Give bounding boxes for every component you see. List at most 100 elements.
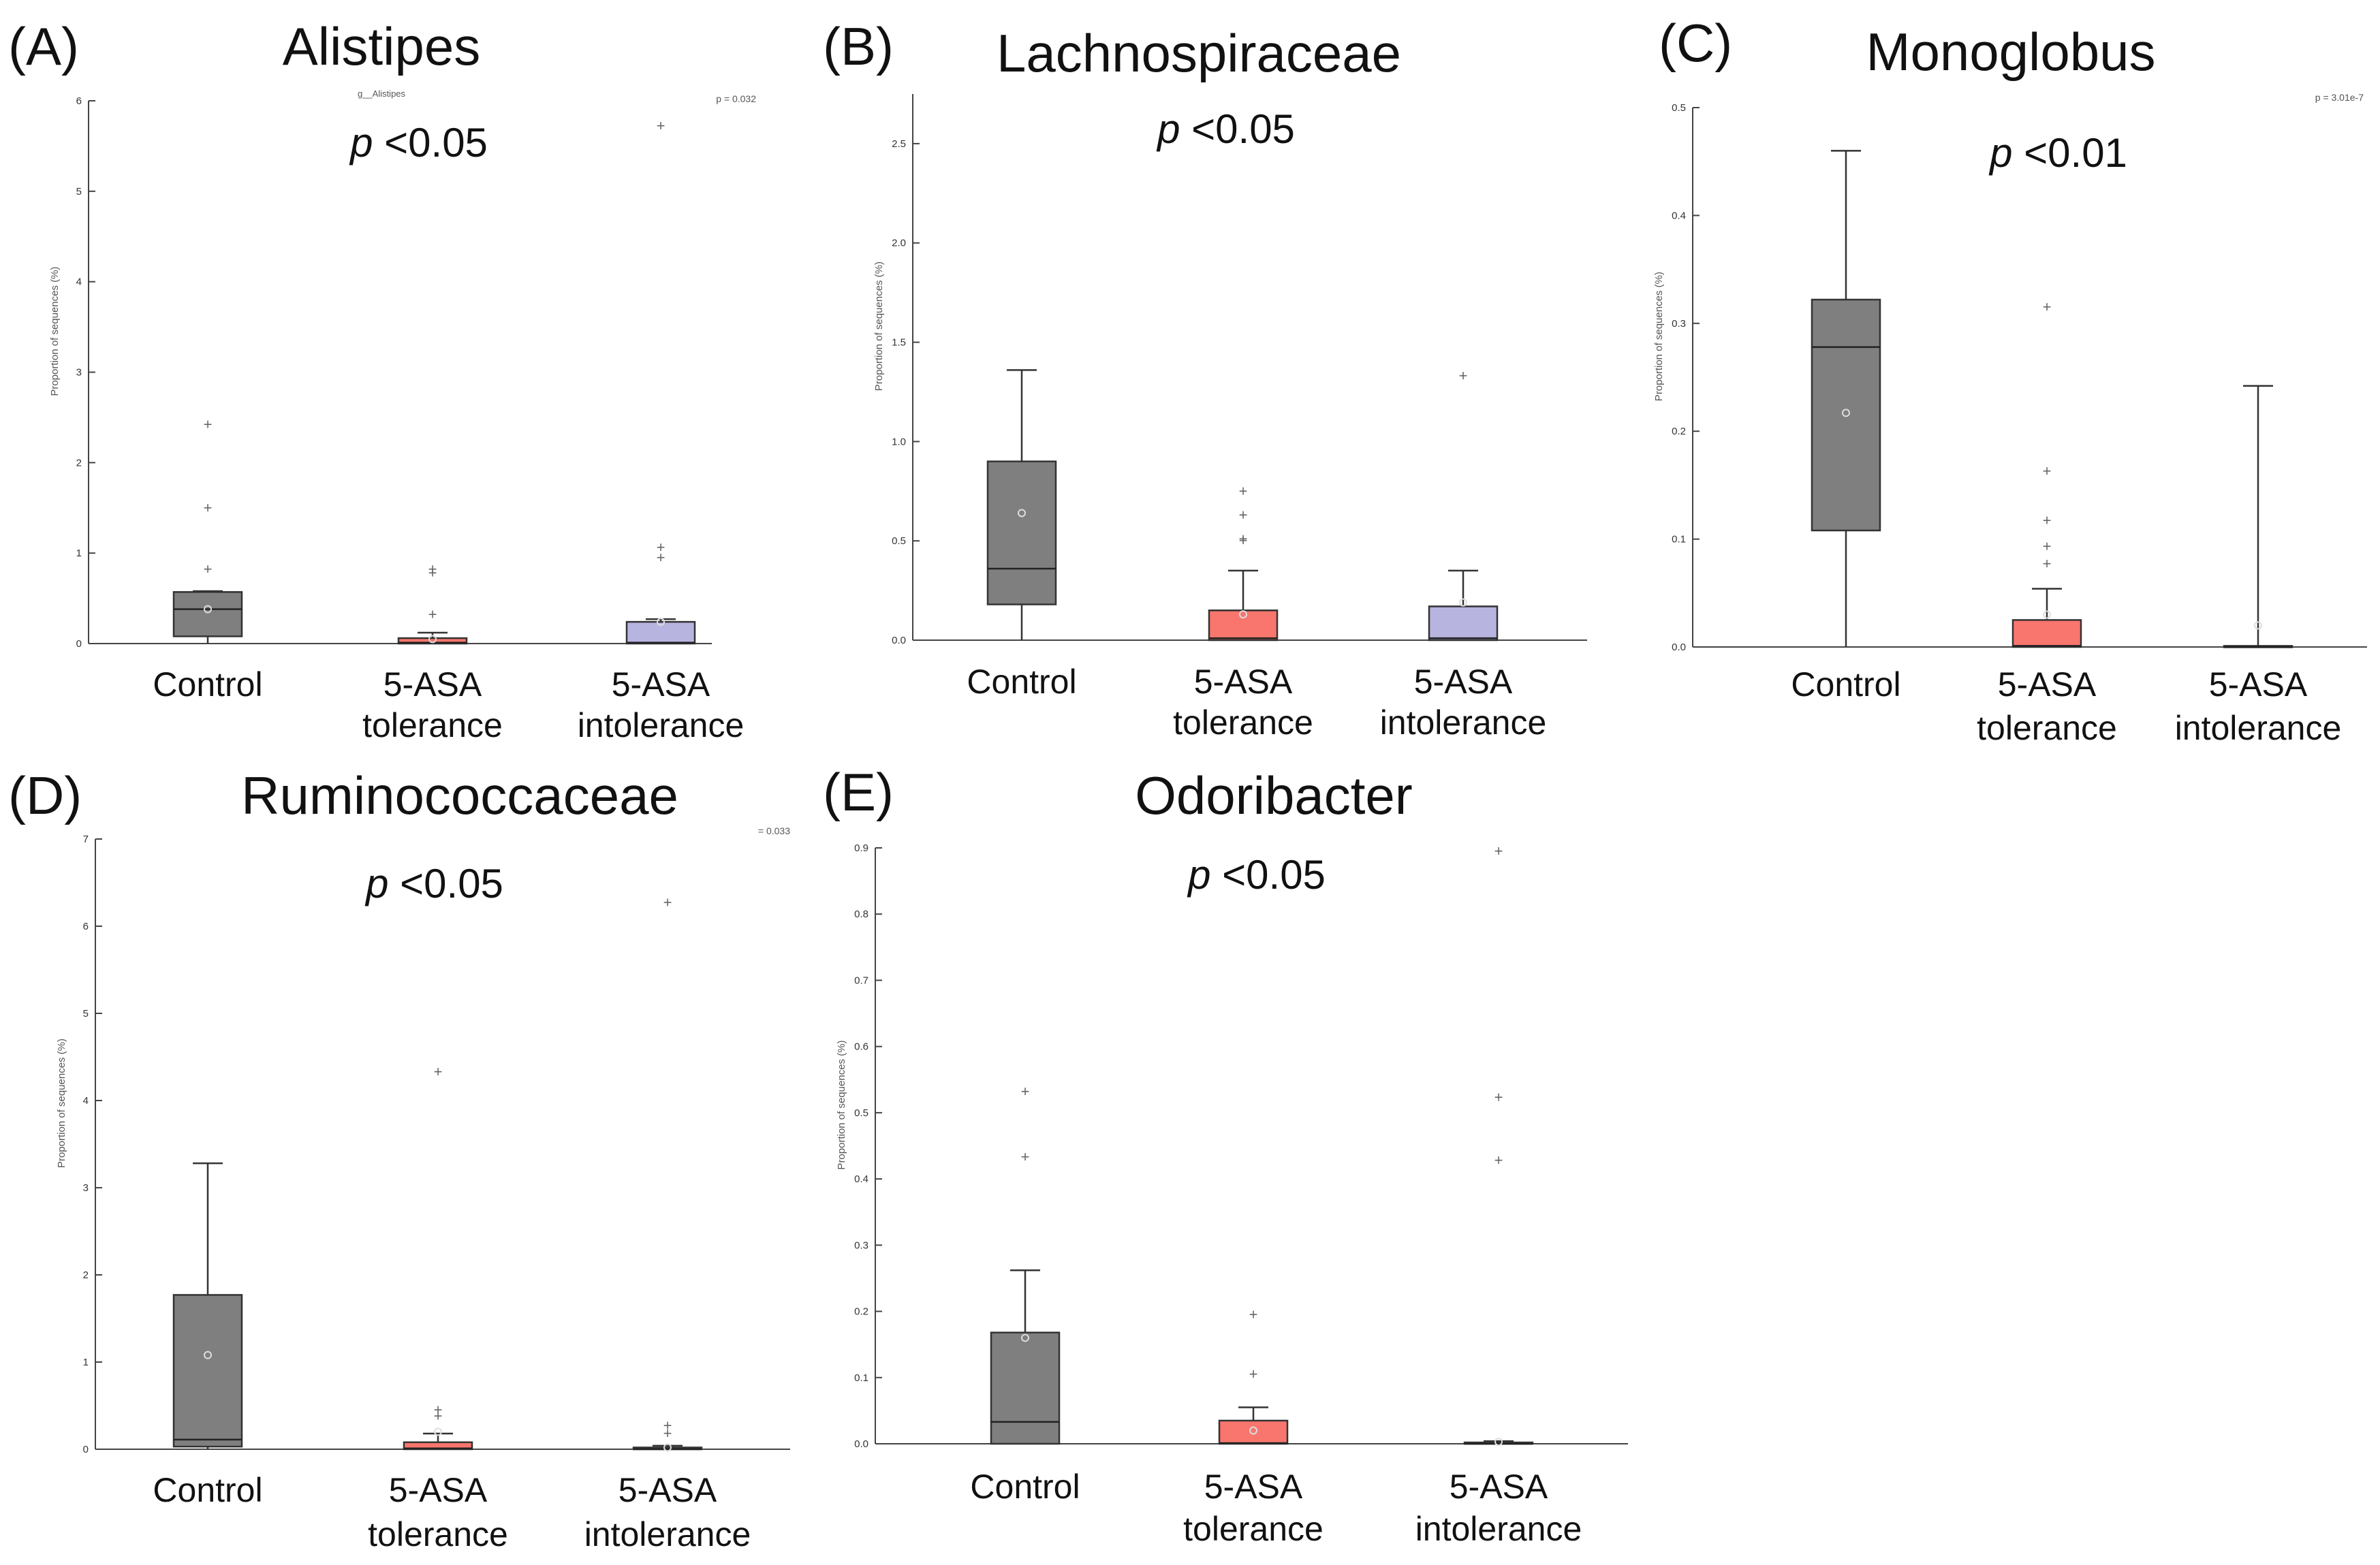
y-tick-label: 4 — [76, 276, 82, 288]
panel-label: (A) — [8, 16, 79, 76]
box-iqr — [1811, 298, 1881, 532]
p-symbol: p — [349, 120, 384, 165]
y-tick-label: 5 — [76, 186, 82, 197]
outlier-point: + — [2043, 555, 2052, 572]
x-category-label: 5-ASA — [1194, 663, 1293, 701]
y-tick-label: 0.2 — [854, 1306, 868, 1318]
y-tick-label: 0.2 — [1672, 426, 1686, 437]
y-axis-label: Proportion of sequences (%) — [56, 1039, 67, 1168]
y-tick-label: 2 — [76, 457, 82, 469]
mean-marker — [1249, 1426, 1257, 1435]
y-tick-label: 0.5 — [854, 1107, 868, 1119]
y-tick-label: 0.5 — [892, 535, 906, 547]
y-tick-label: 1.5 — [892, 337, 906, 349]
outlier-point: + — [428, 560, 437, 578]
outlier-point: + — [1239, 530, 1248, 547]
box-iqr — [1428, 605, 1499, 642]
y-tick-label: 3 — [76, 367, 82, 379]
chart-panel-e: (E) Odoribacter p <0.05 0.0 0.1 0.2 0.3 0.4 0.5 0… — [823, 762, 1628, 1548]
chart-panel-c: (C) Monoglobus p <0.01 p = 3.01e-7 0.0 0.1 0.2… — [1653, 13, 2367, 747]
p-symbol: p — [364, 861, 400, 906]
y-tick-label: 0 — [83, 1444, 89, 1455]
y-axis-label: Proportion of sequences (%) — [873, 262, 885, 391]
x-category-label: tolerance — [368, 1515, 508, 1553]
y-tick-label: 2 — [83, 1269, 89, 1281]
mean-marker — [663, 1443, 672, 1452]
chart-subtitle: g__Alistipes — [358, 89, 406, 99]
y-tick-label: 0.1 — [854, 1372, 868, 1384]
chart-title: Odoribacter — [1135, 765, 1413, 825]
box-iqr — [2011, 619, 2082, 648]
x-category-label: Control — [970, 1468, 1080, 1506]
y-tick-label: 1 — [76, 548, 82, 559]
y-tick-label: 0.6 — [854, 1041, 868, 1053]
p-threshold: <0.05 — [1191, 106, 1295, 152]
p-significance-label: p <0.05 — [1156, 106, 1295, 152]
outlier-point: + — [2043, 512, 2052, 529]
mean-marker — [2254, 621, 2262, 630]
x-category-label: 5-ASA — [383, 665, 482, 704]
x-category-label: 5-ASA — [1414, 663, 1513, 701]
mean-marker — [657, 618, 665, 627]
panel-label: (C) — [1659, 13, 1732, 73]
box-control: + + + Control — [153, 416, 262, 704]
chart-panel-b: (B) Lachnospiraceae p <0.05 0.0 0.5 1.0 1.5 2.0… — [823, 16, 1587, 742]
box-iqr — [172, 1294, 243, 1448]
x-category-label: 5-ASA — [619, 1471, 717, 1509]
box-iqr — [397, 637, 468, 645]
mean-marker — [434, 1427, 442, 1436]
p-threshold: <0.01 — [2024, 130, 2127, 176]
outlier-point: + — [1239, 482, 1248, 499]
chart-title: Alistipes — [283, 16, 480, 76]
box-5-asa-tolerance: + +5-ASA tolerance — [1183, 1306, 1324, 1548]
mean-marker — [204, 605, 212, 614]
outlier-point: + — [204, 416, 213, 433]
y-tick-label: 0.3 — [1672, 318, 1686, 330]
outlier-point: + — [1239, 532, 1248, 549]
outlier-point: + — [204, 499, 213, 516]
outlier-point: + — [2043, 538, 2052, 555]
x-category-label: Control — [1791, 665, 1900, 704]
x-category-label: 5-ASA — [389, 1471, 488, 1509]
outlier-point: + — [434, 1401, 443, 1418]
x-category-label: intolerance — [2175, 709, 2342, 747]
outlier-point: + — [1249, 1306, 1258, 1323]
outlier-point: + — [434, 1063, 443, 1080]
y-axis-label: Proportion of sequences (%) — [49, 266, 61, 396]
mean-marker — [204, 1350, 212, 1359]
x-category-label: 5-ASA — [612, 665, 710, 704]
y-tick-label: 6 — [83, 921, 89, 932]
y-tick-label: 0.0 — [1672, 642, 1686, 653]
outlier-point: + — [657, 549, 666, 566]
y-tick-label: 0.1 — [1672, 534, 1686, 546]
y-tick-label: 4 — [83, 1095, 89, 1107]
outlier-point: + — [2043, 462, 2052, 479]
outlier-point: + — [1494, 1152, 1503, 1169]
p-symbol: p — [1988, 130, 2024, 176]
box-iqr — [1208, 610, 1279, 642]
box-control: + + Control — [970, 1083, 1080, 1506]
y-tick-label: 5 — [83, 1008, 89, 1019]
x-category-label: intolerance — [1415, 1510, 1582, 1548]
mean-marker — [1018, 509, 1026, 518]
box-iqr — [403, 1441, 473, 1451]
y-tick-label: 2.0 — [892, 238, 906, 249]
y-tick-label: 3 — [83, 1182, 89, 1194]
outlier-point: + — [1239, 506, 1248, 523]
panel-label: (E) — [823, 762, 894, 822]
box-5-asa-intolerance: 5-ASA intolerance — [2175, 385, 2342, 747]
y-tick-label: 1 — [83, 1357, 89, 1368]
chart-title: Lachnospiraceae — [997, 23, 1401, 83]
p-significance-label: p <0.05 — [349, 120, 488, 165]
mean-marker — [1494, 1438, 1503, 1447]
y-tick-label: 0.7 — [854, 975, 868, 986]
p-threshold: <0.05 — [384, 120, 488, 165]
